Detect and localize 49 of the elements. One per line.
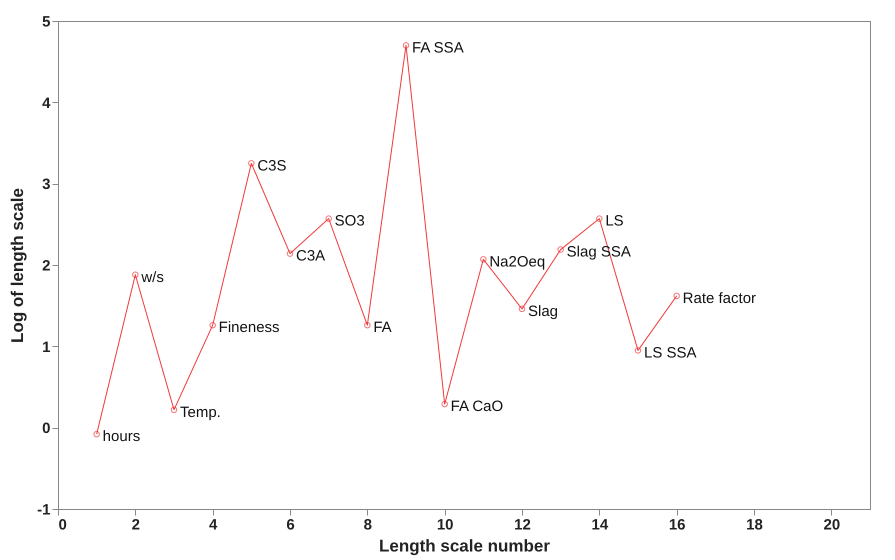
point xyxy=(441,400,448,408)
x-tick-label: 8 xyxy=(364,516,372,534)
x-tick-label: 4 xyxy=(208,516,218,534)
y-tick-label: 4 xyxy=(42,94,52,112)
annotation: w/s xyxy=(140,268,164,286)
y-tick-label: 5 xyxy=(42,14,50,30)
y-tick-label: 3 xyxy=(42,176,50,194)
x-tick-label: 16 xyxy=(668,516,686,534)
annotation: SO3 xyxy=(334,212,365,230)
annotation: Rate factor xyxy=(682,290,756,307)
x-tick-label: 18 xyxy=(746,516,763,534)
point xyxy=(248,160,255,167)
x-tick-label: 12 xyxy=(514,516,531,534)
y-tick-label: -1 xyxy=(37,502,50,518)
annotation: LS SSA xyxy=(644,344,697,362)
annotation: FA xyxy=(373,319,392,336)
point xyxy=(557,246,564,253)
annotation: LS xyxy=(605,212,624,230)
annotation: FA CaO xyxy=(450,398,504,416)
point xyxy=(480,256,487,263)
y-axis-title: Log of length scale xyxy=(8,188,28,343)
x-tick-label: 14 xyxy=(591,516,609,534)
annotation: Temp. xyxy=(180,404,221,421)
x-tick-label: 10 xyxy=(436,516,454,534)
x-tick-label: 20 xyxy=(823,516,840,534)
point xyxy=(132,272,139,278)
x-tick-label: 2 xyxy=(132,516,140,534)
y-tick-label: 2 xyxy=(42,258,50,274)
point xyxy=(286,250,294,257)
point xyxy=(364,322,371,328)
y-tick-label: 1 xyxy=(42,338,50,356)
annotation: Fineness xyxy=(218,319,280,336)
point xyxy=(596,215,603,222)
annotation: FA SSA xyxy=(412,39,464,56)
annotation: hours xyxy=(102,428,140,446)
point xyxy=(634,347,642,354)
annotation: Na2Oeq xyxy=(489,253,546,270)
point xyxy=(170,406,178,414)
annotation: C3S xyxy=(257,157,287,174)
point xyxy=(209,322,216,328)
x-axis-title: Length scale number xyxy=(379,536,550,556)
point xyxy=(325,215,332,222)
annotation: C3A xyxy=(296,248,326,265)
point xyxy=(518,306,526,312)
x-tick-label: 6 xyxy=(286,516,295,534)
annotation: Slag xyxy=(528,302,558,320)
point xyxy=(402,42,410,49)
y-tick-label: 0 xyxy=(42,420,50,438)
x-tick-label: 0 xyxy=(58,516,67,534)
